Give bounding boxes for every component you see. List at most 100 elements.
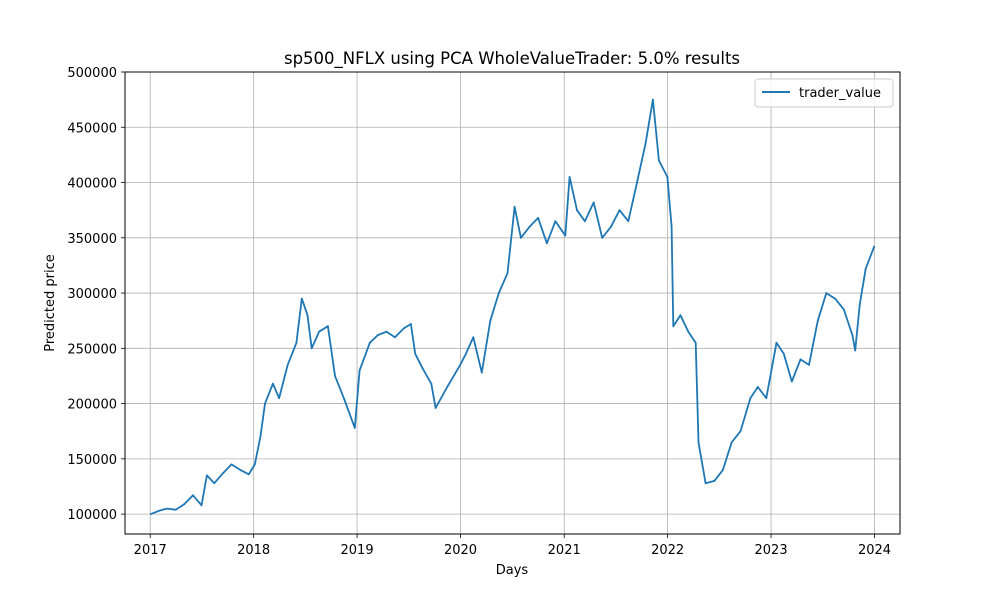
x-tick-label: 2024 <box>858 543 891 558</box>
data-point <box>568 176 571 178</box>
data-point <box>414 352 417 355</box>
axis-ticks: 2017 2018 2019 2020 2021 2022 2023 2024 100000 15… <box>67 66 891 558</box>
data-point <box>694 341 697 344</box>
data-point <box>825 292 828 294</box>
data-point <box>756 386 759 388</box>
data-point <box>782 352 785 355</box>
data-point <box>627 220 630 223</box>
data-point <box>765 397 768 399</box>
data-point <box>704 482 707 485</box>
chart-title: sp500_NFLX using PCA WholeValueTrader: 5… <box>284 49 740 69</box>
x-tick-label: 2019 <box>341 543 374 558</box>
data-point <box>353 427 356 429</box>
data-point <box>158 509 160 512</box>
data-point <box>873 245 876 248</box>
data-point <box>739 430 742 433</box>
x-tick-label: 2023 <box>755 543 788 558</box>
data-point <box>528 225 531 228</box>
x-tick-label: 2017 <box>134 543 167 558</box>
x-tick-label: 2021 <box>548 543 581 558</box>
data-point <box>306 314 309 317</box>
data-point <box>286 364 289 366</box>
data-point <box>318 330 320 333</box>
data-point <box>618 209 621 212</box>
y-tick-label: 350000 <box>67 232 117 247</box>
data-point <box>327 325 329 328</box>
data-point <box>272 382 274 385</box>
series-layer <box>149 98 876 515</box>
data-point <box>342 397 345 399</box>
data-point <box>513 205 516 208</box>
data-point <box>834 297 836 300</box>
data-point <box>854 349 857 352</box>
data-point <box>713 480 716 482</box>
y-tick-label: 150000 <box>67 453 117 468</box>
data-point <box>166 507 168 510</box>
data-point <box>200 504 203 507</box>
data-point <box>864 267 867 270</box>
data-point <box>310 347 313 350</box>
y-tick-label: 500000 <box>67 66 117 81</box>
data-point <box>670 225 673 228</box>
data-point <box>446 386 449 388</box>
data-point <box>259 435 262 438</box>
data-point <box>174 508 177 511</box>
data-point <box>247 473 250 476</box>
data-point <box>253 463 256 466</box>
data-point <box>239 469 242 471</box>
x-axis-label: Days <box>496 563 529 578</box>
x-tick-label: 2018 <box>237 543 270 558</box>
data-point <box>520 236 522 239</box>
data-point <box>636 181 638 184</box>
data-point <box>799 358 802 361</box>
x-tick-label: 2022 <box>651 543 684 558</box>
data-point <box>610 225 612 228</box>
y-tick-label: 450000 <box>67 121 117 136</box>
data-point <box>376 334 379 336</box>
data-point <box>592 201 595 204</box>
data-point <box>790 380 793 383</box>
data-point <box>213 482 216 485</box>
data-point <box>658 159 660 162</box>
data-point <box>697 441 700 444</box>
data-point <box>497 292 500 294</box>
data-point <box>434 407 437 409</box>
y-tick-label: 200000 <box>67 398 117 413</box>
data-point <box>666 176 669 178</box>
data-point <box>402 327 405 330</box>
data-point <box>183 503 186 506</box>
data-point <box>206 474 208 477</box>
data-point <box>730 441 733 444</box>
data-point <box>334 375 336 377</box>
legend-box <box>754 78 894 108</box>
data-point <box>506 272 509 275</box>
data-point <box>644 142 647 145</box>
data-point <box>843 308 845 311</box>
data-point <box>192 494 194 497</box>
data-point <box>368 341 371 344</box>
data-point <box>421 367 424 370</box>
y-tick-label: 250000 <box>67 342 117 357</box>
data-point <box>749 397 752 399</box>
data-point <box>652 98 654 101</box>
data-point <box>295 341 298 344</box>
data-point <box>546 242 548 245</box>
y-axis-label: Predicted price <box>43 254 58 352</box>
data-point <box>564 234 567 237</box>
data-point <box>430 382 433 385</box>
data-point <box>149 513 152 515</box>
x-tick-label: 2020 <box>444 543 477 558</box>
data-point <box>576 209 578 212</box>
data-point <box>687 330 690 333</box>
data-point <box>672 325 675 328</box>
data-point <box>554 220 557 223</box>
data-point <box>480 371 483 374</box>
data-point <box>489 319 492 322</box>
data-point <box>808 364 810 366</box>
data-point <box>472 336 475 339</box>
data-point <box>601 236 604 239</box>
data-point <box>358 369 361 372</box>
data-point <box>584 220 586 223</box>
y-tick-label: 100000 <box>67 508 117 523</box>
